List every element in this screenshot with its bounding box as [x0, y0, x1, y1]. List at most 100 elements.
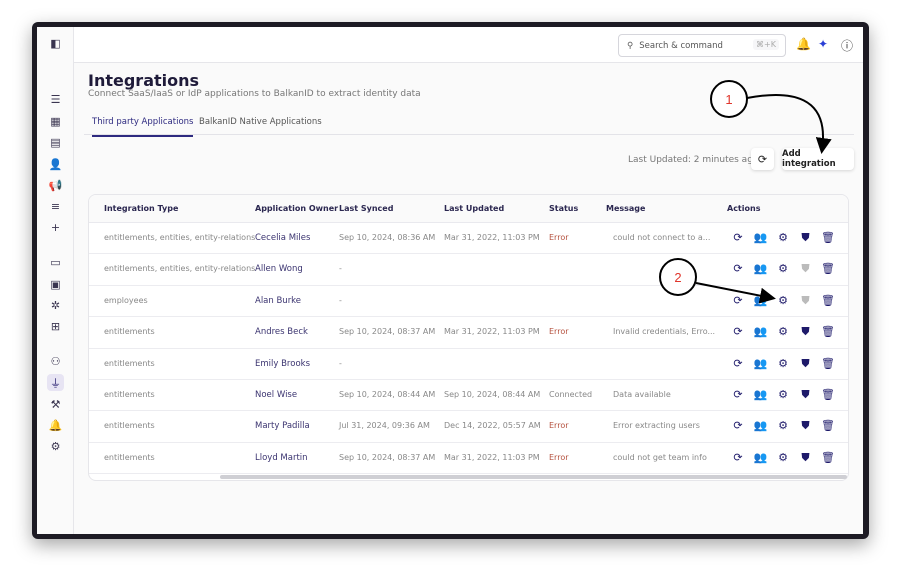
sidebar-item-integrations[interactable]: ⏚: [47, 374, 64, 391]
tab-third-party[interactable]: Third party Applications: [92, 117, 194, 137]
sync-icon[interactable]: ⟳: [733, 450, 743, 464]
cell-last-updated: Sep 10, 2024, 08:44 AM: [444, 389, 541, 399]
shield-icon[interactable]: ⛊: [801, 450, 810, 464]
column-header-type[interactable]: Integration Type: [104, 204, 179, 213]
cell-owner[interactable]: Lloyd Martin: [255, 452, 308, 463]
sync-icon[interactable]: ⟳: [733, 231, 743, 244]
sparkle-icon[interactable]: ✦: [818, 37, 829, 51]
shield-icon[interactable]: ⛊: [801, 419, 810, 433]
users-icon[interactable]: 👥: [753, 387, 768, 401]
page-subtitle: Connect SaaS/IaaS or IdP applications to…: [88, 89, 421, 99]
settings-icon[interactable]: ⚙: [778, 325, 788, 339]
sidebar-item-dashboard[interactable]: ▦: [50, 115, 61, 128]
sidebar-item-tasks[interactable]: ☰: [50, 93, 61, 106]
sidebar-item-apps[interactable]: ⊞: [50, 320, 61, 333]
cell-message: could not connect to a...: [613, 233, 711, 242]
cell-status: Connected: [549, 389, 593, 399]
settings-icon[interactable]: ⚙: [778, 231, 788, 244]
sidebar-item-users[interactable]: 👤: [48, 158, 63, 171]
cell-owner[interactable]: Alan Burke: [255, 295, 302, 306]
shield-icon[interactable]: ⛊: [801, 231, 810, 244]
search-input[interactable]: ⚲ Search & command ⌘+K: [618, 34, 786, 57]
cell-last-synced: Sep 10, 2024, 08:44 AM: [339, 389, 436, 399]
horizontal-scrollbar[interactable]: [220, 475, 847, 479]
settings-icon[interactable]: ⚙: [778, 293, 788, 307]
sidebar-item-devices[interactable]: ▭: [50, 256, 61, 269]
help-icon[interactable]: ⓘ: [841, 39, 854, 53]
column-header-last-updated[interactable]: Last Updated: [444, 204, 505, 213]
sidebar-item-roles[interactable]: ▣: [50, 278, 61, 291]
add-integration-button[interactable]: Add integration: [782, 148, 854, 170]
annotation-label-2: 2: [674, 270, 681, 285]
sidebar-item-campaigns[interactable]: 📢: [48, 179, 63, 192]
column-header-last-synced[interactable]: Last Synced: [339, 204, 394, 213]
cell-owner[interactable]: Allen Wong: [255, 264, 303, 275]
cell-type: entitlements, entities, entity-relations: [104, 233, 256, 242]
cell-owner[interactable]: Cecelia Miles: [255, 233, 311, 243]
cell-owner[interactable]: Marty Padilla: [255, 421, 310, 432]
settings-icon[interactable]: ⚙: [778, 450, 788, 464]
settings-icon[interactable]: ⚙: [778, 387, 788, 401]
sync-icon[interactable]: ⟳: [733, 293, 743, 307]
users-icon[interactable]: 👥: [753, 262, 768, 276]
delete-icon[interactable]: 🗑: [821, 356, 835, 370]
sync-icon[interactable]: ⟳: [733, 387, 743, 401]
column-header-actions[interactable]: Actions: [727, 204, 761, 213]
cell-owner[interactable]: Noel Wise: [255, 389, 298, 400]
shield-icon[interactable]: ⛊: [801, 293, 810, 307]
users-icon[interactable]: 👥: [753, 419, 768, 433]
sidebar-item-settings[interactable]: ⚙: [50, 440, 61, 453]
table-header: Integration Type Application Owner Last Sy…: [89, 195, 848, 223]
table-row: entitlements Marty Padilla Jul 31, 2024, 0…: [89, 411, 848, 443]
shield-icon[interactable]: ⛊: [801, 356, 810, 370]
divider: [84, 134, 854, 135]
settings-icon[interactable]: ⚙: [778, 262, 788, 276]
sidebar-item-reviews[interactable]: ▤: [50, 136, 61, 149]
refresh-button[interactable]: ⟳: [751, 148, 774, 170]
delete-icon[interactable]: 🗑: [821, 262, 835, 276]
column-header-message[interactable]: Message: [606, 204, 646, 213]
column-header-owner[interactable]: Application Owner: [255, 204, 339, 213]
users-icon[interactable]: 👥: [753, 231, 768, 244]
tab-native[interactable]: BalkanID Native Applications: [199, 117, 322, 127]
delete-icon[interactable]: 🗑: [821, 387, 835, 401]
annotation-circle-1: [710, 80, 748, 118]
sidebar-item-notifications[interactable]: 🔔: [48, 419, 63, 432]
users-icon[interactable]: 👥: [753, 325, 768, 339]
sidebar-item-graph[interactable]: ✲: [50, 299, 61, 312]
cell-owner[interactable]: Andres Beck: [255, 327, 308, 338]
cell-type: entitlements: [104, 452, 155, 462]
cell-last-synced: Sep 10, 2024, 08:36 AM: [339, 233, 436, 242]
page-title: Integrations: [88, 71, 200, 90]
sidebar-item-profile[interactable]: ⚇: [50, 355, 61, 368]
sidebar-item-tools[interactable]: ⚒: [50, 398, 61, 411]
shield-icon[interactable]: ⛊: [801, 387, 810, 401]
users-icon[interactable]: 👥: [753, 450, 768, 464]
sidebar-toggle-icon[interactable]: ◧: [50, 37, 61, 50]
sync-icon[interactable]: ⟳: [733, 356, 743, 370]
bell-icon[interactable]: 🔔: [796, 37, 811, 51]
delete-icon[interactable]: 🗑: [821, 293, 835, 307]
sync-icon[interactable]: ⟳: [733, 325, 743, 339]
users-icon[interactable]: 👥: [753, 356, 768, 370]
delete-icon[interactable]: 🗑: [821, 419, 835, 433]
shield-icon[interactable]: ⛊: [801, 262, 810, 276]
cell-owner[interactable]: Emily Brooks: [255, 358, 310, 369]
column-header-status[interactable]: Status: [549, 204, 579, 213]
sync-icon[interactable]: ⟳: [733, 419, 743, 433]
cell-type: entitlements: [104, 358, 155, 368]
delete-icon[interactable]: 🗑: [821, 325, 835, 339]
settings-icon[interactable]: ⚙: [778, 419, 788, 433]
delete-icon[interactable]: 🗑: [821, 450, 835, 464]
delete-icon[interactable]: 🗑: [821, 231, 835, 244]
sync-icon[interactable]: ⟳: [733, 262, 743, 276]
shield-icon[interactable]: ⛊: [801, 325, 810, 339]
cell-status: Error: [549, 327, 569, 337]
sidebar-item-policies[interactable]: ≡: [50, 200, 61, 213]
settings-icon[interactable]: ⚙: [778, 356, 788, 370]
cell-type: entitlements: [104, 327, 155, 337]
sidebar-item-add-user[interactable]: +: [50, 221, 61, 234]
cell-message: Invalid credentials, Erro...: [613, 327, 716, 337]
search-icon: ⚲: [627, 40, 634, 51]
